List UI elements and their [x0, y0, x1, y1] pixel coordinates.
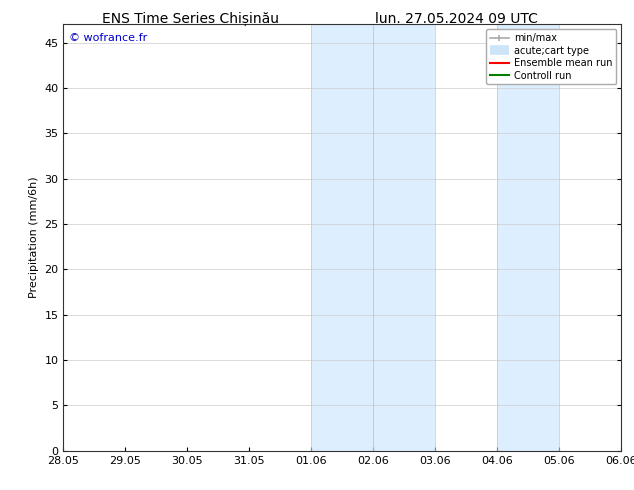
Legend: min/max, acute;cart type, Ensemble mean run, Controll run: min/max, acute;cart type, Ensemble mean … — [486, 29, 616, 84]
Text: © wofrance.fr: © wofrance.fr — [69, 33, 147, 43]
Text: ENS Time Series Chișinău: ENS Time Series Chișinău — [101, 12, 279, 26]
Bar — [497, 24, 559, 451]
Bar — [373, 24, 436, 451]
Y-axis label: Precipitation (mm/6h): Precipitation (mm/6h) — [29, 177, 39, 298]
Text: lun. 27.05.2024 09 UTC: lun. 27.05.2024 09 UTC — [375, 12, 538, 26]
Bar — [311, 24, 373, 451]
